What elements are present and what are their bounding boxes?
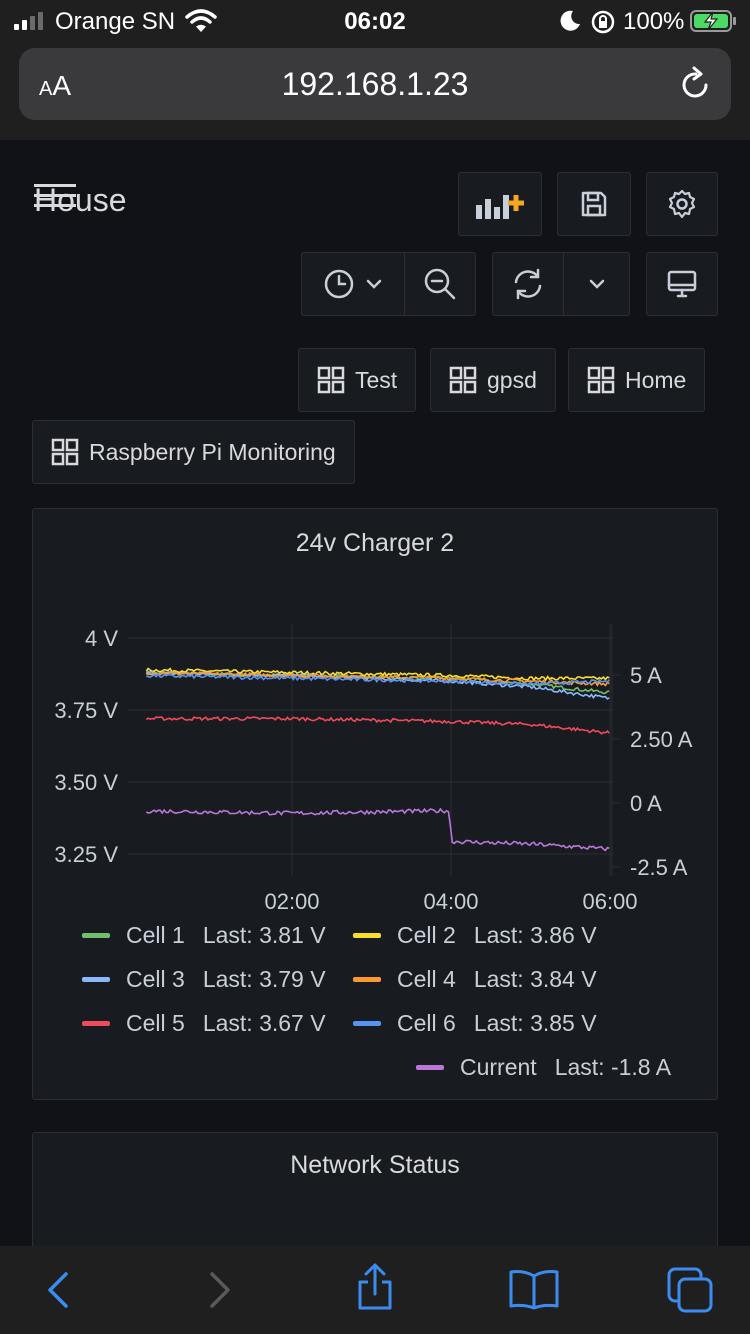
share-icon[interactable] bbox=[354, 1262, 396, 1312]
address-bar[interactable]: AA 192.168.1.23 bbox=[19, 48, 731, 120]
clock-icon bbox=[324, 269, 354, 299]
wifi-icon bbox=[185, 9, 217, 32]
legend-last-value: Last: 3.81 V bbox=[202, 922, 326, 948]
dashboard-link-label: Home bbox=[625, 366, 687, 393]
rotation-lock-icon bbox=[591, 10, 615, 34]
dashboard-link-label: Raspberry Pi Monitoring bbox=[89, 438, 336, 465]
status-bar: Orange SN 06:02 100% bbox=[0, 0, 750, 42]
battery-percent: 100% bbox=[623, 8, 685, 35]
gear-icon bbox=[668, 189, 696, 219]
zoom-out-button[interactable] bbox=[403, 253, 475, 315]
legend-swatch bbox=[82, 977, 110, 982]
legend-last-value: Last: 3.79 V bbox=[202, 966, 326, 992]
chart-panel[interactable]: 24v Charger 2 bbox=[32, 508, 718, 1100]
tabs-icon[interactable] bbox=[666, 1266, 716, 1314]
forward-icon[interactable] bbox=[204, 1270, 234, 1310]
legend-series-name: Cell 4 bbox=[397, 966, 456, 992]
refresh-button[interactable] bbox=[493, 253, 563, 315]
tv-mode-button[interactable] bbox=[646, 252, 718, 316]
refresh-interval-dropdown[interactable] bbox=[563, 253, 629, 315]
dashboard-link-test[interactable]: Test bbox=[298, 348, 417, 412]
dashboard-link-raspberry-pi-monitoring[interactable]: Raspberry Pi Monitoring bbox=[32, 420, 355, 484]
dashboard-link-home[interactable]: Home bbox=[568, 348, 706, 412]
legend-series-name: Cell 5 bbox=[126, 1010, 185, 1036]
legend-series-name: Cell 2 bbox=[397, 922, 456, 948]
panel-title: 24v Charger 2 bbox=[295, 529, 455, 557]
chevron-down-icon bbox=[589, 279, 604, 289]
legend-series-name: Cell 3 bbox=[126, 966, 185, 992]
browser-toolbar: AA 192.168.1.23 bbox=[0, 42, 750, 140]
legend-last-value: Last: 3.67 V bbox=[202, 1010, 326, 1036]
panel-title: Network Status bbox=[290, 1151, 460, 1179]
legend-last-value: Last: 3.85 V bbox=[473, 1010, 597, 1036]
moon-icon bbox=[560, 10, 580, 31]
legend-swatch bbox=[416, 1065, 444, 1070]
legend-swatch bbox=[353, 933, 381, 938]
legend-item[interactable]: Cell 2 Last: 3.86 V bbox=[353, 922, 597, 949]
legend-last-value: Last: -1.8 A bbox=[554, 1054, 672, 1080]
text-size-button[interactable]: AA bbox=[39, 70, 72, 101]
page-title: House bbox=[34, 182, 127, 218]
legend-swatch bbox=[82, 1021, 110, 1026]
time-range-button[interactable] bbox=[302, 253, 404, 315]
add-panel-icon bbox=[476, 195, 524, 219]
dashboard-link-label: gpsd bbox=[487, 366, 537, 393]
legend-item[interactable]: Cell 3 Last: 3.79 V bbox=[82, 966, 326, 993]
chevron-down-icon bbox=[366, 279, 382, 289]
dashboard-link-label: Test bbox=[355, 366, 398, 393]
monitor-icon bbox=[667, 270, 697, 298]
legend-last-value: Last: 3.84 V bbox=[473, 966, 597, 992]
save-dashboard-button[interactable] bbox=[557, 172, 631, 236]
legend-swatch bbox=[82, 933, 110, 938]
signal-icon bbox=[14, 12, 43, 30]
dashboard-link-gpsd[interactable]: gpsd bbox=[430, 348, 556, 412]
refresh-group bbox=[492, 252, 630, 316]
back-icon[interactable] bbox=[44, 1270, 74, 1310]
menu-icon[interactable] bbox=[34, 184, 76, 212]
url-text[interactable]: 192.168.1.23 bbox=[281, 66, 469, 102]
bookmarks-icon[interactable] bbox=[508, 1268, 560, 1310]
legend-swatch bbox=[353, 977, 381, 982]
legend-series-name: Cell 6 bbox=[397, 1010, 456, 1036]
legend-item[interactable]: Cell 5 Last: 3.67 V bbox=[82, 1010, 326, 1037]
reload-icon[interactable] bbox=[679, 66, 713, 102]
browser-bottom-toolbar bbox=[0, 1246, 750, 1334]
legend-series-name: Current bbox=[460, 1054, 537, 1080]
carrier-name: Orange SN bbox=[55, 8, 176, 35]
save-icon bbox=[581, 191, 607, 217]
apps-icon bbox=[587, 366, 615, 394]
battery-charging-icon bbox=[690, 10, 736, 32]
legend-item[interactable]: Cell 6 Last: 3.85 V bbox=[353, 1010, 597, 1037]
legend-last-value: Last: 3.86 V bbox=[473, 922, 597, 948]
apps-icon bbox=[317, 366, 345, 394]
dashboard-settings-button[interactable] bbox=[646, 172, 718, 236]
legend-series-name: Cell 1 bbox=[126, 922, 185, 948]
apps-icon bbox=[51, 438, 79, 466]
legend-item[interactable]: Cell 4 Last: 3.84 V bbox=[353, 966, 597, 993]
legend-swatch bbox=[353, 1021, 381, 1026]
clock: 06:02 bbox=[344, 8, 406, 35]
legend-item[interactable]: Cell 1 Last: 3.81 V bbox=[82, 922, 326, 949]
legend-item[interactable]: Current Last: -1.8 A bbox=[416, 1054, 671, 1081]
time-picker-group bbox=[301, 252, 476, 316]
zoom-out-icon bbox=[424, 268, 456, 300]
refresh-icon bbox=[514, 268, 542, 300]
apps-icon bbox=[449, 366, 477, 394]
add-panel-button[interactable] bbox=[458, 172, 542, 236]
